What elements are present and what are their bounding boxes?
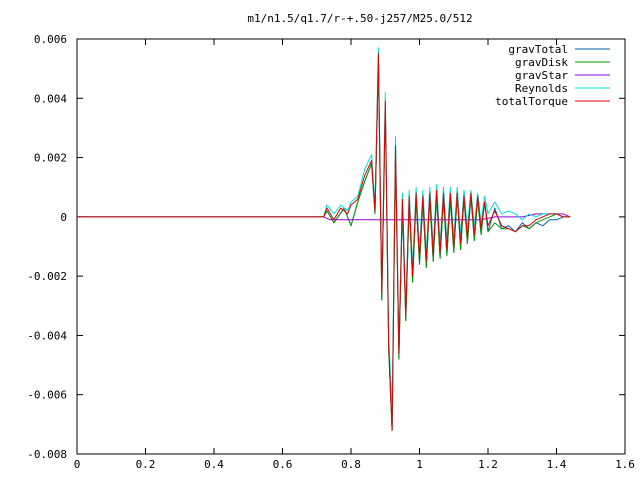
y-tick-label: -0.006 xyxy=(27,389,67,402)
x-tick-label: 1.2 xyxy=(478,458,498,471)
chart-title: m1/n1.5/q1.7/r-+.50-j257/M25.0/512 xyxy=(247,12,472,25)
series-layer xyxy=(77,47,571,431)
series-line-totalTorque xyxy=(77,53,571,431)
x-tick-label: 0 xyxy=(74,458,81,471)
series-line-gravDisk xyxy=(77,62,571,431)
legend-label-gravDisk: gravDisk xyxy=(515,56,568,69)
legend-label-Reynolds: Reynolds xyxy=(515,82,568,95)
x-tick-label: 0.8 xyxy=(341,458,361,471)
legend-label-gravStar: gravStar xyxy=(515,69,568,82)
legend-label-gravTotal: gravTotal xyxy=(508,43,568,56)
legend-label-totalTorque: totalTorque xyxy=(495,95,568,108)
x-tick-label: 1.4 xyxy=(547,458,567,471)
y-tick-label: 0 xyxy=(60,211,67,224)
series-line-gravTotal xyxy=(77,62,571,431)
x-tick-label: 0.4 xyxy=(204,458,224,471)
x-tick-label: 1 xyxy=(416,458,423,471)
y-tick-label: -0.002 xyxy=(27,270,67,283)
y-tick-label: 0.004 xyxy=(34,92,67,105)
legend: gravTotalgravDiskgravStarReynoldstotalTo… xyxy=(495,43,610,108)
y-tick-label: -0.004 xyxy=(27,329,67,342)
x-tick-label: 0.6 xyxy=(273,458,293,471)
x-tick-label: 1.6 xyxy=(615,458,635,471)
y-axis: 0.006 0.004 0.002 0 -0.002 -0.004 -0.006 -0.008 xyxy=(27,33,625,461)
y-tick-label: 0.006 xyxy=(34,33,67,46)
y-tick-label: -0.008 xyxy=(27,448,67,461)
y-tick-label: 0.002 xyxy=(34,152,67,165)
x-axis: 0 0.2 0.4 0.6 0.8 1 1.2 1.4 1.6 xyxy=(74,39,635,471)
x-tick-label: 0.2 xyxy=(136,458,156,471)
